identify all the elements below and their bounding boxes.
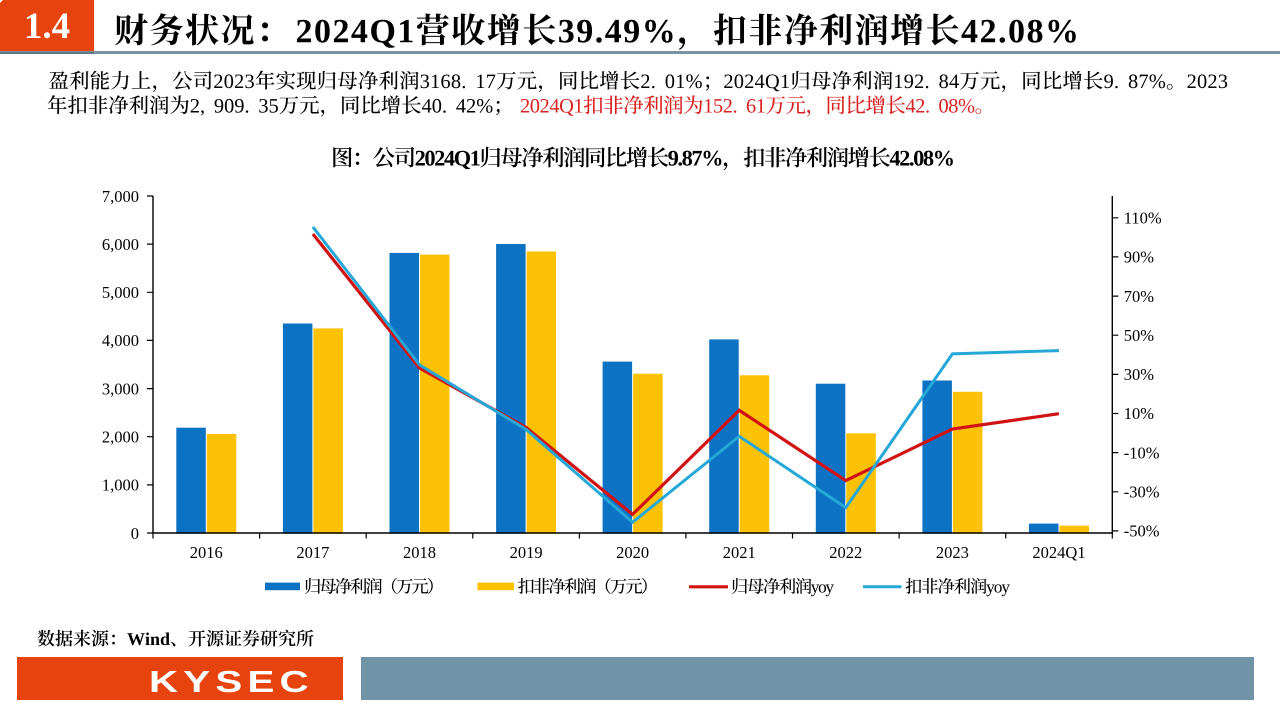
svg-text:7,000: 7,000	[102, 187, 139, 206]
svg-text:4,000: 4,000	[102, 331, 139, 350]
svg-text:2018: 2018	[403, 543, 436, 562]
svg-text:-10%: -10%	[1124, 443, 1160, 462]
svg-text:0: 0	[131, 524, 139, 543]
svg-text:2021: 2021	[723, 543, 756, 562]
svg-text:2,000: 2,000	[102, 428, 139, 447]
svg-text:10%: 10%	[1124, 404, 1155, 423]
svg-text:6,000: 6,000	[102, 235, 139, 254]
svg-text:110%: 110%	[1124, 209, 1162, 228]
svg-text:-30%: -30%	[1124, 483, 1160, 502]
svg-text:3,000: 3,000	[102, 379, 139, 398]
svg-text:70%: 70%	[1124, 287, 1155, 306]
svg-text:2024Q1: 2024Q1	[1032, 543, 1085, 562]
svg-text:2020: 2020	[616, 543, 649, 562]
svg-text:2016: 2016	[190, 543, 223, 562]
svg-text:2022: 2022	[829, 543, 862, 562]
svg-text:5,000: 5,000	[102, 283, 139, 302]
svg-text:90%: 90%	[1124, 248, 1155, 267]
svg-text:2019: 2019	[510, 543, 543, 562]
svg-text:2023: 2023	[936, 543, 969, 562]
svg-text:-50%: -50%	[1124, 522, 1160, 541]
svg-text:2017: 2017	[296, 543, 329, 562]
svg-text:50%: 50%	[1124, 326, 1155, 345]
svg-text:1,000: 1,000	[102, 476, 139, 495]
svg-text:30%: 30%	[1124, 365, 1155, 384]
